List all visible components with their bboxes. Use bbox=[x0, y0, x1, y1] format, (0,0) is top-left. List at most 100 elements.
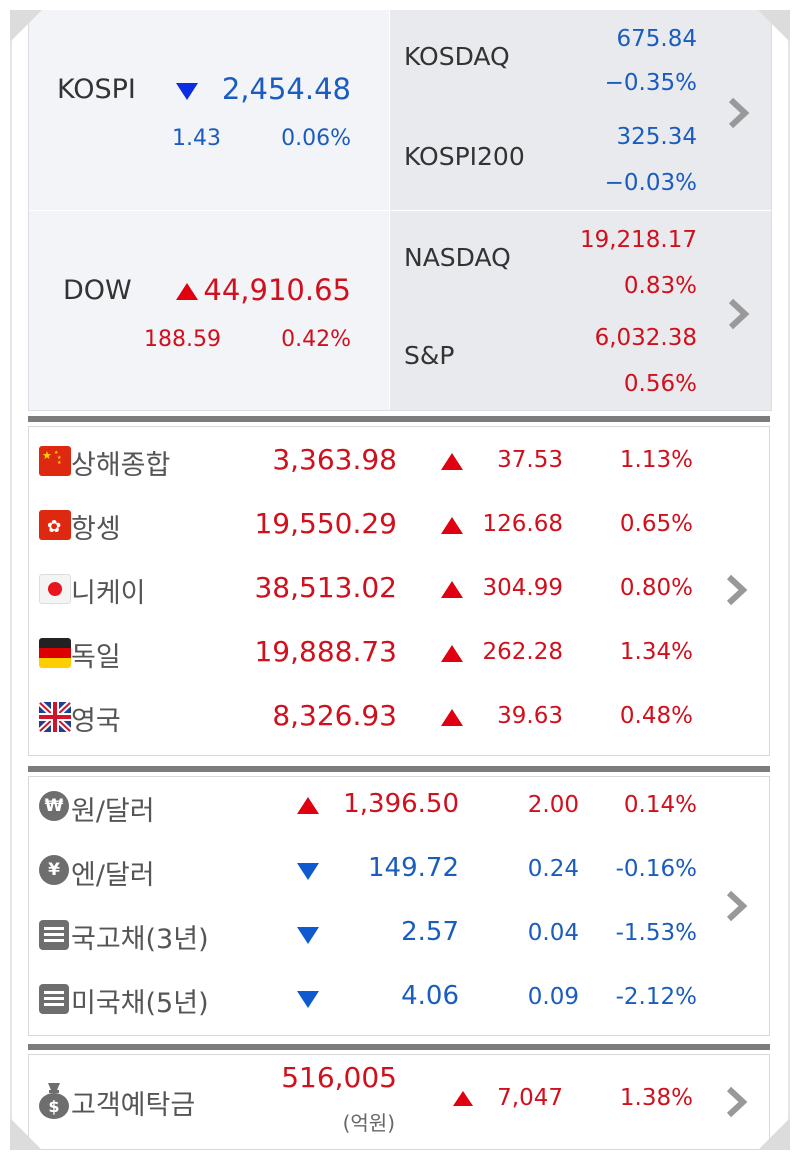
fx-name: 엔/달러 bbox=[71, 860, 155, 891]
kospi-value: 2,454.48 bbox=[221, 72, 351, 106]
bond-pct: -2.12% bbox=[615, 984, 697, 1010]
index-change: 304.99 bbox=[482, 575, 563, 601]
page-corner-fold bbox=[10, 10, 42, 42]
deposit-change: 7,047 bbox=[497, 1085, 563, 1111]
list-item[interactable]: ¥ 엔/달러 149.72 0.24 -0.16% bbox=[29, 839, 769, 903]
domestic-sub-indices[interactable]: KOSDAQ 675.84 −0.35% KOSPI200 325.34 −0.… bbox=[390, 10, 771, 211]
index-pct: 0.48% bbox=[619, 703, 693, 729]
index-change: 37.53 bbox=[497, 447, 563, 473]
up-arrow-icon bbox=[441, 517, 463, 534]
kospi-pct: 0.06% bbox=[281, 126, 351, 151]
list-item[interactable]: ★ ★ ★ ★ 상해종합 3,363.98 37.53 1.13% bbox=[29, 429, 769, 493]
index-value: 3,363.98 bbox=[272, 443, 397, 476]
up-arrow-icon bbox=[441, 581, 463, 598]
kosdaq-label: KOSDAQ bbox=[404, 42, 510, 71]
fx-pct: 0.14% bbox=[623, 792, 697, 818]
list-item[interactable]: ₩ 원/달러 1,396.50 2.00 0.14% bbox=[29, 775, 769, 839]
index-pct: 1.34% bbox=[619, 639, 693, 665]
bond-value: 4.06 bbox=[401, 981, 459, 1011]
index-name: 독일 bbox=[71, 642, 121, 673]
svg-text:★: ★ bbox=[42, 449, 52, 462]
frame-right-border bbox=[788, 10, 790, 1150]
svg-text:$: $ bbox=[48, 1097, 59, 1116]
bond-change: 0.04 bbox=[527, 920, 579, 946]
deposit-value: 516,005 bbox=[281, 1061, 397, 1094]
index-name: 니케이 bbox=[71, 578, 146, 609]
up-arrow-icon bbox=[441, 709, 463, 726]
deposit-label: 고객예탁금 bbox=[71, 1090, 196, 1121]
list-item[interactable]: 국고채(3년) 2.57 0.04 -1.53% bbox=[29, 903, 769, 967]
up-arrow-icon bbox=[297, 797, 319, 814]
chevron-right-icon[interactable] bbox=[725, 297, 751, 331]
frame-left-border bbox=[10, 10, 12, 1150]
index-name: 영국 bbox=[71, 706, 121, 737]
section-divider bbox=[28, 1044, 770, 1050]
chevron-right-icon[interactable] bbox=[723, 1085, 749, 1119]
bond-name: 국고채(3년) bbox=[71, 924, 209, 955]
down-arrow-icon bbox=[297, 863, 319, 880]
up-arrow-icon bbox=[453, 1091, 473, 1106]
bond-name: 미국채(5년) bbox=[71, 988, 209, 1019]
money-bag-icon: $ bbox=[37, 1081, 71, 1119]
list-item[interactable]: 영국 8,326.93 39.63 0.48% bbox=[29, 685, 769, 749]
fx-name: 원/달러 bbox=[71, 796, 155, 827]
nasdaq-pct: 0.83% bbox=[623, 273, 697, 299]
index-value: 19,550.29 bbox=[254, 507, 397, 540]
world-indices-panel[interactable]: ★ ★ ★ ★ 상해종합 3,363.98 37.53 1.13% ✿ 항셍 19,5… bbox=[28, 426, 770, 756]
svg-text:★: ★ bbox=[54, 450, 59, 456]
dow-pct: 0.42% bbox=[281, 327, 351, 352]
up-arrow-icon bbox=[441, 453, 463, 470]
yen-icon: ¥ bbox=[39, 855, 69, 885]
list-icon bbox=[39, 920, 69, 950]
index-change: 262.28 bbox=[482, 639, 563, 665]
down-arrow-icon bbox=[297, 991, 319, 1008]
index-value: 8,326.93 bbox=[272, 699, 397, 732]
page-corner-fold bbox=[758, 1118, 790, 1150]
up-arrow-icon bbox=[176, 283, 198, 300]
dow-main-cell[interactable]: DOW 44,910.65 188.59 0.42% bbox=[29, 211, 389, 410]
fx-pct: -0.16% bbox=[615, 856, 697, 882]
china-flag-icon: ★ ★ ★ ★ bbox=[39, 446, 71, 476]
nasdaq-value: 19,218.17 bbox=[579, 227, 697, 253]
kospi-label: KOSPI bbox=[57, 74, 136, 105]
uk-flag-icon bbox=[39, 702, 71, 732]
won-icon: ₩ bbox=[39, 791, 69, 821]
page-corner-fold bbox=[758, 10, 790, 42]
index-pct: 0.80% bbox=[619, 575, 693, 601]
index-name: 상해종합 bbox=[71, 450, 171, 481]
down-arrow-icon bbox=[176, 83, 198, 100]
list-item[interactable]: ✿ 항셍 19,550.29 126.68 0.65% bbox=[29, 493, 769, 557]
dow-change: 188.59 bbox=[144, 327, 221, 352]
bond-change: 0.09 bbox=[527, 984, 579, 1010]
section-divider bbox=[28, 416, 770, 422]
us-sub-indices[interactable]: NASDAQ 19,218.17 0.83% S&P 6,032.38 0.56… bbox=[390, 211, 771, 410]
kospi-change: 1.43 bbox=[172, 126, 221, 151]
list-item[interactable]: 미국채(5년) 4.06 0.09 -2.12% bbox=[29, 967, 769, 1031]
fx-change: 2.00 bbox=[527, 792, 579, 818]
chevron-right-icon[interactable] bbox=[723, 889, 749, 923]
chevron-right-icon[interactable] bbox=[723, 573, 749, 607]
fx-change: 0.24 bbox=[527, 856, 579, 882]
list-item[interactable]: 독일 19,888.73 262.28 1.34% bbox=[29, 621, 769, 685]
deposit-pct: 1.38% bbox=[619, 1085, 693, 1111]
fx-bonds-panel[interactable]: ₩ 원/달러 1,396.50 2.00 0.14% ¥ 엔/달러 149.72… bbox=[28, 776, 770, 1036]
kospi200-pct: −0.03% bbox=[604, 170, 697, 196]
kosdaq-value: 675.84 bbox=[616, 26, 697, 52]
section-divider bbox=[28, 766, 770, 772]
major-indices-panel: KOSPI 2,454.48 1.43 0.06% KOSDAQ 675.84 … bbox=[28, 10, 772, 411]
kospi-main-cell[interactable]: KOSPI 2,454.48 1.43 0.06% bbox=[29, 10, 389, 211]
svg-text:★: ★ bbox=[57, 455, 62, 461]
kosdaq-pct: −0.35% bbox=[604, 70, 697, 96]
up-arrow-icon bbox=[441, 645, 463, 662]
list-item[interactable]: 니케이 38,513.02 304.99 0.80% bbox=[29, 557, 769, 621]
page-corner-fold bbox=[10, 1118, 42, 1150]
index-change: 39.63 bbox=[497, 703, 563, 729]
sp-pct: 0.56% bbox=[623, 371, 697, 397]
chevron-right-icon[interactable] bbox=[725, 96, 751, 130]
germany-flag-icon bbox=[39, 638, 71, 668]
list-icon bbox=[39, 984, 69, 1014]
fx-value: 149.72 bbox=[368, 853, 459, 883]
index-value: 19,888.73 bbox=[254, 635, 397, 668]
index-pct: 0.65% bbox=[619, 511, 693, 537]
customer-deposit-panel[interactable]: $ 고객예탁금 516,005 (억원) 7,047 1.38% bbox=[28, 1054, 770, 1150]
